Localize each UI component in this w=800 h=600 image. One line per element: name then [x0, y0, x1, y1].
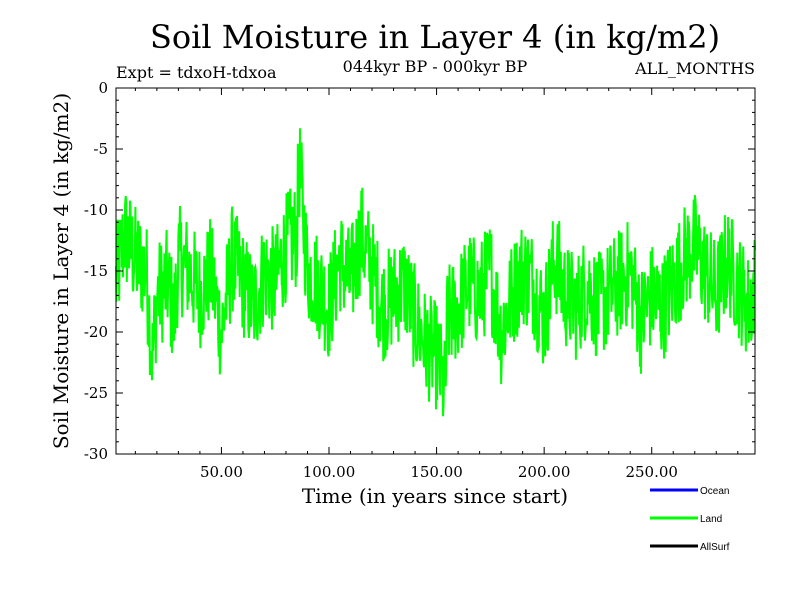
y-tick-label: -10	[84, 201, 108, 219]
x-tick-label: 100.00	[303, 463, 356, 481]
x-tick-label: 150.00	[410, 463, 463, 481]
y-tick-label: -20	[84, 323, 108, 341]
y-axis-label: Soil Moisture in Layer 4 (in kg/m2)	[49, 93, 73, 449]
chart-title: Soil Moisture in Layer 4 (in kg/m2)	[150, 18, 720, 56]
y-tick-label: 0	[98, 79, 108, 97]
legend-label-ocean: Ocean	[700, 486, 729, 497]
x-axis: 50.00 100.00 150.00 200.00 250.00	[134, 88, 739, 481]
y-tick-label: -30	[84, 445, 108, 463]
legend-label-land: Land	[700, 514, 722, 525]
series-line-land	[115, 128, 756, 417]
y-tick-label: -15	[84, 262, 108, 280]
x-axis-label: Time (in years since start)	[302, 484, 568, 508]
y-axis: 0 -5 -10 -15 -20 -25 -30	[84, 79, 755, 463]
months-note: ALL_MONTHS	[634, 59, 755, 78]
plot-area	[115, 128, 756, 417]
legend-label-allsurf: AllSurf	[700, 542, 730, 553]
x-tick-label: 250.00	[625, 463, 678, 481]
x-tick-label: 200.00	[518, 463, 571, 481]
legend: Ocean Land AllSurf	[650, 486, 730, 553]
chart-subtitle: 044kyr BP - 000kyr BP	[343, 57, 528, 76]
y-tick-label: -25	[84, 384, 108, 402]
experiment-note: Expt = tdxoH-tdxoa	[116, 63, 277, 82]
x-tick-label: 50.00	[200, 463, 243, 481]
y-tick-label: -5	[93, 140, 108, 158]
